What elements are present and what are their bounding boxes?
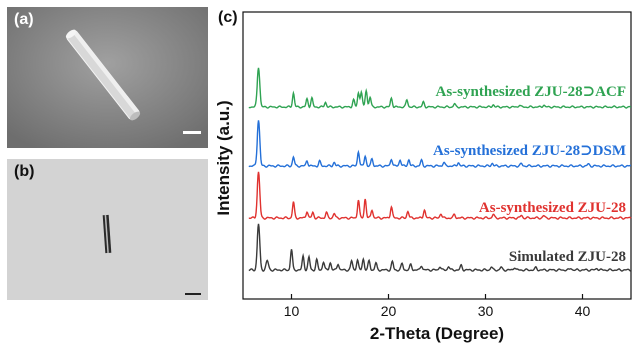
x-tick-label-40: 40: [575, 303, 591, 319]
series-label-4: Simulated ZJU-28: [509, 249, 626, 265]
scale-bar-a: [183, 131, 201, 134]
series-label-3: As-synthesized ZJU-28: [479, 200, 626, 216]
series-line-3: [248, 171, 632, 220]
x-tick-label-20: 20: [381, 303, 397, 319]
sem-image-panel-a: (a): [7, 7, 208, 148]
series-line-2: [248, 120, 631, 168]
x-axis-ticks: 10 20 30 40: [284, 294, 591, 319]
series-label-2: As-synthesized ZJU-28⊃DSM: [433, 143, 626, 159]
x-axis-label: 2-Theta (Degree): [370, 324, 504, 343]
panel-label-a: (a): [14, 11, 34, 28]
x-tick-label-30: 30: [478, 303, 494, 319]
plot-frame: [242, 11, 632, 300]
rod-crystal: [102, 214, 112, 254]
series-line-4: [248, 223, 631, 272]
sem-image: [7, 7, 208, 148]
series-label-1: As-synthesized ZJU-28⊃ACF: [436, 84, 626, 100]
optical-image-panel-b: (b): [7, 159, 208, 300]
optical-image: [7, 159, 208, 300]
series-traces: [248, 67, 632, 272]
y-axis-label: Intensity (a.u.): [214, 100, 233, 215]
panel-label-c: (c): [218, 9, 238, 26]
series-line-1: [248, 67, 631, 109]
series-labels: As-synthesized ZJU-28⊃ACF As-synthesized …: [433, 84, 626, 265]
rod-crystal: [65, 29, 141, 121]
scale-bar-b: [185, 293, 201, 295]
x-tick-label-10: 10: [284, 303, 300, 319]
panel-label-b: (b): [14, 163, 35, 180]
